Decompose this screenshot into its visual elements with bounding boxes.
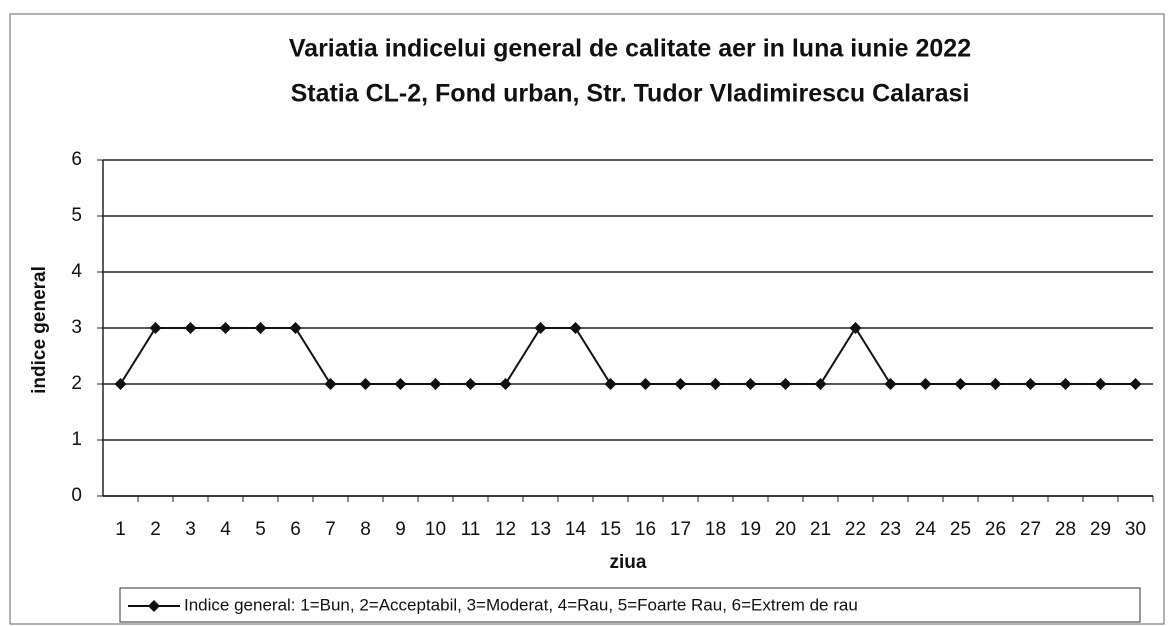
- x-tick-label: 6: [290, 519, 301, 540]
- point-marker: [429, 378, 442, 390]
- point-marker: [114, 378, 127, 390]
- y-tick-label: 3: [71, 317, 82, 338]
- x-tick-label: 25: [950, 519, 971, 540]
- x-tick-label: 10: [425, 519, 446, 540]
- point-marker: [1094, 378, 1107, 390]
- x-tick-label: 30: [1125, 519, 1146, 540]
- y-tick-label: 2: [71, 373, 82, 394]
- x-tick-label: 5: [255, 519, 266, 540]
- x-tick-label: 16: [635, 519, 656, 540]
- x-axis-label: ziua: [610, 552, 647, 573]
- x-tick-label: 29: [1090, 519, 1111, 540]
- x-tick-label: 15: [600, 519, 621, 540]
- point-marker: [289, 322, 302, 334]
- legend-label: Indice general: 1=Bun, 2=Acceptabil, 3=M…: [184, 595, 858, 614]
- x-tick-label: 21: [810, 519, 831, 540]
- x-tick-label: 20: [775, 519, 796, 540]
- y-tick-label: 0: [71, 485, 82, 506]
- x-tick-label: 18: [705, 519, 726, 540]
- x-tick-label: 27: [1020, 519, 1041, 540]
- point-marker: [709, 378, 722, 390]
- x-tick-label: 12: [495, 519, 516, 540]
- y-tick-label: 5: [71, 205, 82, 226]
- point-marker: [254, 322, 267, 334]
- y-tick-label: 1: [71, 429, 82, 450]
- x-tick-label: 24: [915, 519, 937, 540]
- x-tick-label: 9: [395, 519, 406, 540]
- x-tick-label: 22: [845, 519, 866, 540]
- chart-title: Variatia indicelui general de calitate a…: [289, 35, 971, 63]
- x-tick-label: 23: [880, 519, 901, 540]
- x-tick-label: 26: [985, 519, 1006, 540]
- x-tick-label: 1: [115, 519, 126, 540]
- x-tick-label: 14: [565, 519, 587, 540]
- y-axis-label: indice general: [29, 266, 50, 394]
- y-tick-label: 6: [71, 149, 82, 170]
- point-marker: [604, 378, 617, 390]
- point-marker: [814, 378, 827, 390]
- point-marker: [1059, 378, 1072, 390]
- point-marker: [464, 378, 477, 390]
- point-marker: [674, 378, 687, 390]
- point-marker: [324, 378, 337, 390]
- legend-marker: [148, 600, 160, 612]
- point-marker: [359, 378, 372, 390]
- x-tick-label: 2: [150, 519, 161, 540]
- legend-box: [119, 587, 1141, 623]
- point-marker: [1024, 378, 1037, 390]
- point-marker: [149, 322, 162, 334]
- point-marker: [569, 322, 582, 334]
- point-marker: [884, 378, 897, 390]
- x-tick-label: 19: [740, 519, 761, 540]
- point-marker: [499, 378, 512, 390]
- point-marker: [219, 322, 232, 334]
- point-marker: [849, 322, 862, 334]
- point-marker: [184, 322, 197, 334]
- point-marker: [779, 378, 792, 390]
- chart-border: [9, 13, 1165, 625]
- point-marker: [919, 378, 932, 390]
- chart-subtitle: Statia CL-2, Fond urban, Str. Tudor Vlad…: [291, 80, 970, 108]
- x-tick-label: 7: [325, 519, 336, 540]
- point-marker: [744, 378, 757, 390]
- point-marker: [394, 378, 407, 390]
- x-tick-label: 4: [220, 519, 231, 540]
- x-tick-label: 3: [185, 519, 196, 540]
- x-tick-label: 11: [461, 519, 481, 540]
- point-marker: [989, 378, 1002, 390]
- series-line: [119, 326, 1136, 385]
- y-tick-label: 4: [71, 261, 82, 282]
- point-marker: [954, 378, 967, 390]
- point-marker: [534, 322, 547, 334]
- point-marker: [1129, 378, 1142, 390]
- x-tick-label: 17: [670, 519, 691, 540]
- point-marker: [639, 378, 652, 390]
- x-tick-label: 8: [360, 519, 371, 540]
- x-tick-label: 13: [530, 519, 551, 540]
- x-tick-label: 28: [1055, 519, 1076, 540]
